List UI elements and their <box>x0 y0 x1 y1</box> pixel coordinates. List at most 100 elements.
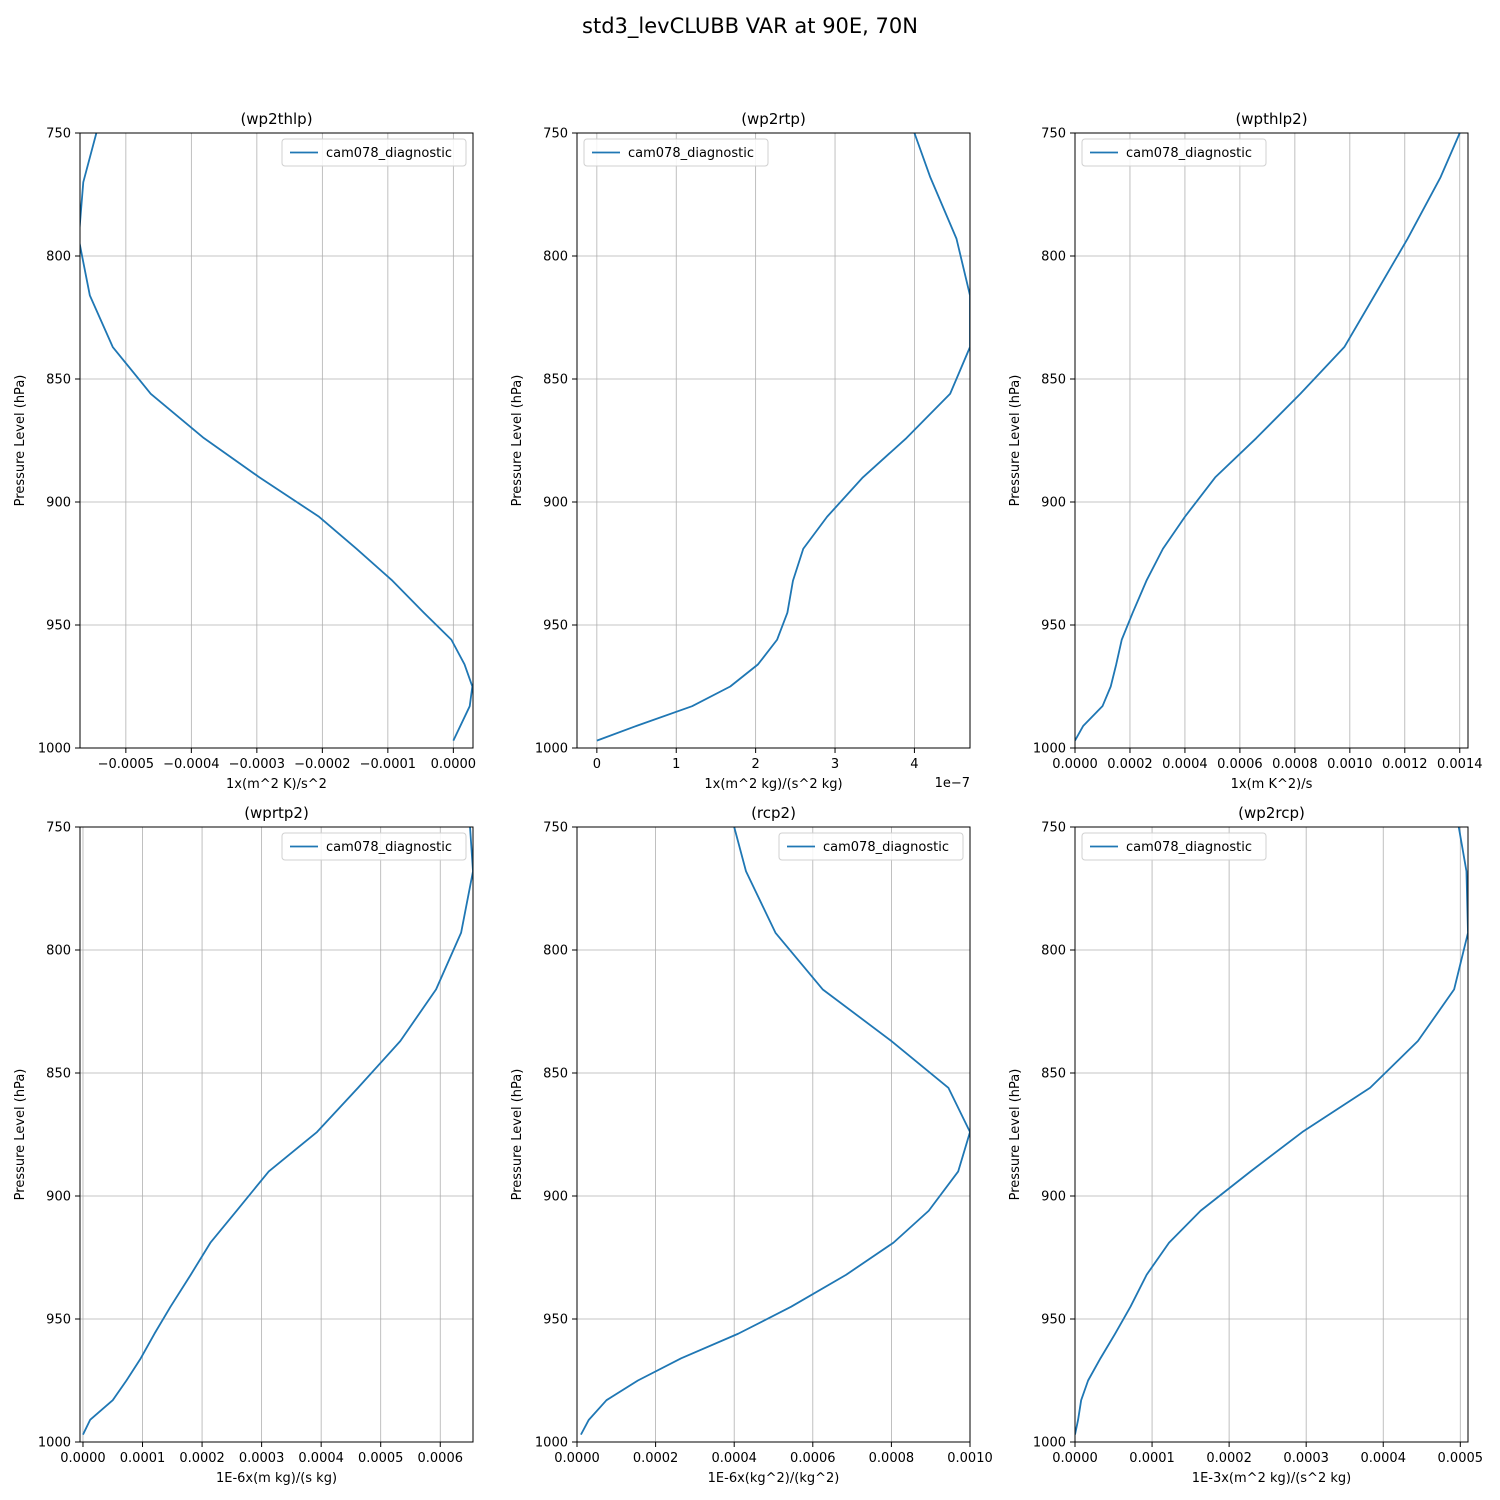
axes-frame <box>79 826 474 1443</box>
y-axis-label: Pressure Level (hPa) <box>13 375 28 507</box>
y-tick-label: 850 <box>1041 373 1066 388</box>
y-tick-label: 1000 <box>38 742 71 757</box>
x-tick-label: 0.0000 <box>60 1451 106 1466</box>
x-tick-label: 0.0003 <box>239 1451 285 1466</box>
x-axis-label: 1x(m^2 kg)/(s^2 kg) <box>704 777 842 792</box>
x-tick-label: 0.0004 <box>298 1451 344 1466</box>
x-axis-label: 1E-6x(m kg)/(s kg) <box>216 1471 337 1486</box>
series-line <box>1075 133 1461 742</box>
grid <box>577 132 970 749</box>
grid <box>576 826 971 1443</box>
y-tick-label: 850 <box>46 1067 71 1082</box>
y-tick-label: 1000 <box>1033 742 1066 757</box>
x-tick-label: 0.0002 <box>633 1451 679 1466</box>
y-tick-label: 800 <box>543 944 568 959</box>
axes-frame <box>576 826 971 1443</box>
subplot-title: (wpthlp2) <box>1235 110 1307 128</box>
subplot-title: (rcp2) <box>751 804 796 822</box>
legend-label: cam078_diagnostic <box>628 146 754 161</box>
series-line <box>80 133 473 742</box>
axes-frame <box>79 132 474 749</box>
x-tick-label: 4 <box>910 757 918 772</box>
x-tick-label: 0.0000 <box>431 757 477 772</box>
legend-label: cam078_diagnostic <box>326 146 452 161</box>
y-tick-label: 1000 <box>38 1436 71 1451</box>
x-tick-label: 0.0010 <box>1327 757 1373 772</box>
subplot-title: (wp2thlp) <box>240 110 312 128</box>
y-tick-label: 750 <box>1041 821 1066 836</box>
y-tick-label: 800 <box>543 250 568 265</box>
y-tick-label: 950 <box>46 619 71 634</box>
x-tick-label: 0.0001 <box>120 1451 166 1466</box>
x-tick-label: 1 <box>672 757 680 772</box>
x-tick-label: 0.0006 <box>790 1451 836 1466</box>
x-tick-label: 0.0002 <box>1206 1451 1252 1466</box>
x-tick-label: 0.0002 <box>1107 757 1153 772</box>
y-tick-label: 750 <box>1041 127 1066 142</box>
x-tick-label: 2 <box>751 757 759 772</box>
x-tick-label: −0.0002 <box>294 757 350 772</box>
y-tick-label: 950 <box>46 1313 71 1328</box>
legend: cam078_diagnostic <box>1081 832 1267 861</box>
y-axis-label: Pressure Level (hPa) <box>13 1069 28 1201</box>
y-tick-label: 900 <box>543 496 568 511</box>
axes-frame <box>1074 132 1469 749</box>
y-tick-label: 900 <box>46 1190 71 1205</box>
y-tick-label: 1000 <box>535 742 568 757</box>
x-tick-label: 0.0005 <box>358 1451 404 1466</box>
y-tick-label: 800 <box>1041 944 1066 959</box>
x-tick-label: 0.0004 <box>1162 757 1208 772</box>
x-tick-label: 0.0000 <box>554 1451 600 1466</box>
subplot-title: (wp2rcp) <box>1238 804 1305 822</box>
grid <box>80 826 473 1443</box>
y-tick-label: 750 <box>543 127 568 142</box>
grid <box>1074 132 1468 749</box>
y-tick-label: 750 <box>46 127 71 142</box>
subplot-wp2rcp: 0.0000 0.0001 0.0002 0.0003 0.0004 0.0005 750 8… <box>1008 804 1483 1486</box>
y-axis-label: Pressure Level (hPa) <box>510 1069 525 1201</box>
legend-box <box>778 832 964 861</box>
y-tick-label: 950 <box>1041 619 1066 634</box>
y-axis-label: Pressure Level (hPa) <box>1008 1069 1023 1201</box>
x-tick-label: 0.0008 <box>1272 757 1318 772</box>
x-axis-label: 1E-6x(kg^2)/(kg^2) <box>708 1471 840 1486</box>
legend: cam078_diagnostic <box>583 138 769 167</box>
subplot-title: (wprtp2) <box>244 804 309 822</box>
y-tick-label: 950 <box>543 1313 568 1328</box>
y-tick-label: 750 <box>46 821 71 836</box>
legend-box <box>281 138 467 167</box>
x-tick-label: 0.0000 <box>1052 757 1098 772</box>
subplot-wp2thlp: −0.0005 −0.0004 −0.0003 −0.0002 −0.0001 0.000… <box>13 110 476 792</box>
x-tick-label: −0.0004 <box>163 757 219 772</box>
legend-box <box>1081 138 1267 167</box>
series-line <box>580 827 970 1436</box>
axes-frame <box>1074 826 1469 1443</box>
legend-label: cam078_diagnostic <box>823 840 949 855</box>
y-tick-label: 850 <box>1041 1067 1066 1082</box>
y-axis-label: Pressure Level (hPa) <box>1008 375 1023 507</box>
legend-box <box>583 138 769 167</box>
x-tick-label: 0.0006 <box>1217 757 1263 772</box>
x-tick-label: 0.0002 <box>179 1451 225 1466</box>
legend-label: cam078_diagnostic <box>1126 146 1252 161</box>
y-tick-label: 900 <box>543 1190 568 1205</box>
legend-box <box>1081 832 1267 861</box>
legend: cam078_diagnostic <box>281 138 467 167</box>
x-tick-label: 0.0005 <box>1438 1451 1484 1466</box>
x-tick-label: 0.0012 <box>1382 757 1428 772</box>
x-tick-label: 0 <box>593 757 601 772</box>
series-line <box>82 827 473 1436</box>
figure-title: std3_levCLUBB VAR at 90E, 70N <box>582 14 918 38</box>
subplot-wpthlp2: 0.0000 0.0002 0.0004 0.0006 0.0008 0.0010 0.00… <box>1008 110 1483 792</box>
x-tick-label: −0.0001 <box>360 757 416 772</box>
y-tick-label: 900 <box>1041 1190 1066 1205</box>
x-axis-label: 1E-3x(m^2 kg)/(s^2 kg) <box>1192 1471 1351 1486</box>
y-tick-label: 800 <box>46 944 71 959</box>
x-axis-label: 1x(m K^2)/s <box>1231 777 1313 792</box>
axes-frame <box>576 132 971 749</box>
x-tick-label: 0.0004 <box>711 1451 757 1466</box>
x-tick-label: −0.0003 <box>229 757 285 772</box>
y-tick-label: 950 <box>543 619 568 634</box>
series-line <box>1075 827 1468 1435</box>
